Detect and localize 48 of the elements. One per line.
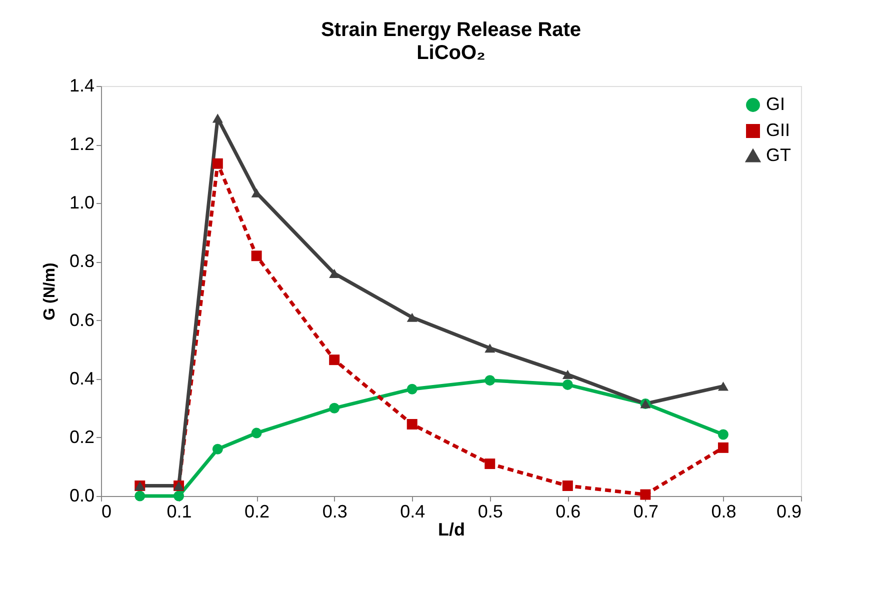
x-tick-label: 0.8 <box>711 502 736 522</box>
point <box>406 384 418 394</box>
point <box>484 344 496 353</box>
x-tick-label: 0.4 <box>400 502 426 522</box>
x-tick-label: 0.2 <box>244 502 270 522</box>
point <box>251 250 262 262</box>
point <box>329 402 340 414</box>
point <box>329 268 340 278</box>
x-tick-label: 0.6 <box>556 502 581 522</box>
point <box>174 490 184 502</box>
x-tick-label: 0.3 <box>322 502 348 522</box>
x-tick-label: 0.5 <box>478 502 503 522</box>
chart-title: Strain Energy Release Rate <box>320 19 582 41</box>
point <box>562 480 573 491</box>
y-tick-label: 0.2 <box>69 426 94 447</box>
point <box>718 442 728 453</box>
y-tick-label: 0.8 <box>69 251 94 272</box>
point <box>406 312 418 322</box>
point <box>406 419 418 430</box>
x-tick-label: 0.1 <box>166 502 192 522</box>
legend-label: GII <box>766 120 790 140</box>
point <box>562 379 573 390</box>
point <box>329 354 340 366</box>
point <box>212 444 223 454</box>
point <box>484 375 496 386</box>
legend-label: GT <box>766 145 791 165</box>
point <box>718 382 728 391</box>
point <box>562 370 573 380</box>
x-tick-label: 0 <box>102 502 112 522</box>
point <box>212 158 223 169</box>
x-tick-label: 0.7 <box>633 502 658 522</box>
y-axis-title: G (N/m) <box>41 262 58 320</box>
y-tick-label: 1.0 <box>69 192 94 213</box>
point <box>640 489 651 500</box>
y-tick-label: 0.4 <box>69 368 94 388</box>
y-tick-label: 1.4 <box>69 76 94 96</box>
y-tick-label: 0.0 <box>69 486 94 506</box>
y-tick-label: 0.6 <box>69 310 94 330</box>
point <box>251 428 262 438</box>
y-tick-label: 1.2 <box>69 134 94 154</box>
legend-label: GI <box>766 94 786 114</box>
x-tick-label: 0.9 <box>776 502 802 522</box>
point <box>134 490 146 502</box>
point <box>718 429 728 440</box>
x-axis-title: L/d <box>438 520 465 540</box>
chart-subtitle: LiCoO₂ <box>416 42 486 64</box>
point <box>484 458 496 470</box>
point <box>212 114 223 123</box>
